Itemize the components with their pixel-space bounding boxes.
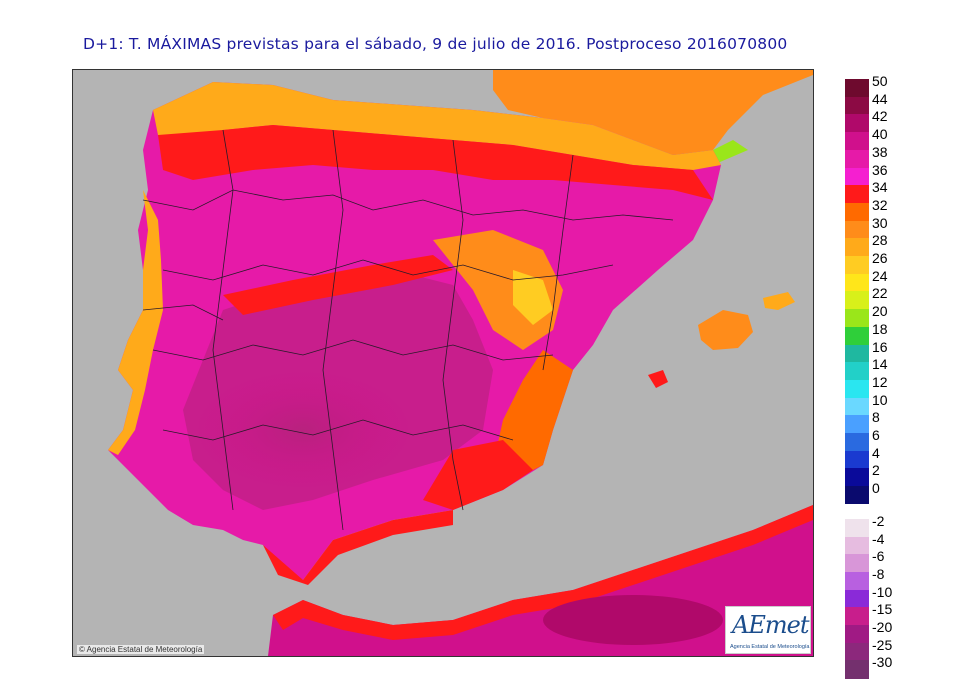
legend-label: 44	[872, 90, 888, 107]
legend-swatch	[845, 379, 869, 399]
legend-swatch	[845, 589, 869, 608]
legend-label: 42	[872, 108, 888, 125]
east-coast-band	[493, 350, 573, 480]
map-title: D+1: T. MÁXIMAS previstas para el sábado…	[83, 35, 788, 53]
legend-label: 0	[872, 480, 880, 497]
legend-label: 50	[872, 73, 888, 89]
ibiza-island	[648, 370, 668, 388]
legend-label: 24	[872, 267, 888, 284]
legend-swatch	[845, 450, 869, 469]
legend-label: 40	[872, 126, 888, 143]
legend-label: -15	[872, 601, 893, 618]
legend-swatch	[845, 625, 869, 644]
legend-label: -2	[872, 512, 885, 529]
legend-swatch	[845, 291, 869, 310]
legend-swatch	[845, 114, 869, 133]
legend-swatch	[845, 326, 869, 345]
aemet-logo-text: AEmet	[732, 611, 809, 639]
legend-swatch	[845, 518, 869, 537]
legend-swatch	[845, 185, 869, 204]
legend-swatch	[845, 554, 869, 573]
legend-label: 2	[872, 462, 880, 479]
portugal-coast-band	[108, 190, 163, 455]
legend-swatch	[845, 220, 869, 239]
atlas-hot-core	[543, 595, 723, 645]
legend-label: -10	[872, 583, 893, 600]
legend-swatch	[845, 344, 869, 363]
legend-label: 12	[872, 373, 888, 390]
legend-swatch	[845, 238, 869, 257]
legend-swatch	[845, 149, 869, 168]
mallorca-island	[698, 310, 753, 350]
legend-label: 6	[872, 427, 880, 443]
legend-swatch	[845, 132, 869, 151]
legend-label: 22	[872, 285, 888, 302]
legend-label: 36	[872, 161, 888, 178]
legend-label: 26	[872, 250, 888, 266]
legend-swatch	[845, 660, 869, 679]
legend-label: 14	[872, 356, 888, 373]
cantabrian-coast-band	[153, 82, 721, 170]
legend-swatch	[845, 536, 869, 555]
legend-swatch	[845, 642, 869, 661]
north-red-band	[158, 125, 713, 200]
legend-label: 38	[872, 143, 888, 160]
guadiana-hotspot	[193, 370, 413, 490]
legend-swatch	[845, 415, 869, 434]
legend-label: -20	[872, 619, 893, 635]
legend-label: -30	[872, 654, 893, 671]
legend-label: 32	[872, 196, 888, 213]
legend-swatch	[845, 256, 869, 275]
legend-swatch	[845, 433, 869, 452]
province-borders	[142, 129, 674, 531]
legend-swatch	[845, 96, 869, 115]
france-landmass	[493, 70, 813, 155]
legend-swatch	[845, 397, 869, 416]
legend-label: 10	[872, 391, 888, 408]
south-coast-band	[263, 510, 453, 585]
temperature-map[interactable]: © Agencia Estatal de Meteorología AEmet …	[72, 69, 814, 657]
legend-label: 16	[872, 338, 888, 355]
legend-label: 8	[872, 409, 880, 426]
legend-label: 18	[872, 320, 888, 337]
legend-label: -8	[872, 565, 885, 582]
legend-label: 4	[872, 444, 880, 461]
legend-label: -4	[872, 530, 885, 547]
legend-swatch	[845, 167, 869, 186]
legend-label: 20	[872, 303, 888, 320]
menorca-island	[763, 292, 795, 310]
legend-label: 34	[872, 179, 888, 196]
legend-swatch	[845, 571, 869, 591]
legend-swatch	[845, 79, 869, 98]
aemet-logo: AEmet Agencia Estatal de Meteorología	[725, 606, 811, 654]
iberian-system-yellow	[513, 270, 553, 325]
legend-swatch	[845, 362, 869, 381]
southeast-red	[423, 440, 533, 510]
legend-swatch	[845, 273, 869, 292]
legend-swatch	[845, 468, 869, 487]
map-canvas	[73, 70, 813, 656]
legend-label: 28	[872, 232, 888, 249]
legend-swatch	[845, 607, 869, 626]
aemet-logo-subtitle: Agencia Estatal de Meteorología	[730, 644, 810, 650]
legend-label: -6	[872, 548, 885, 565]
copyright-notice: © Agencia Estatal de Meteorología	[77, 645, 205, 654]
legend-label: -25	[872, 636, 893, 653]
legend-swatch	[845, 202, 869, 222]
legend-swatch	[845, 309, 869, 328]
legend-label: 30	[872, 214, 888, 231]
legend-swatch	[845, 486, 869, 505]
